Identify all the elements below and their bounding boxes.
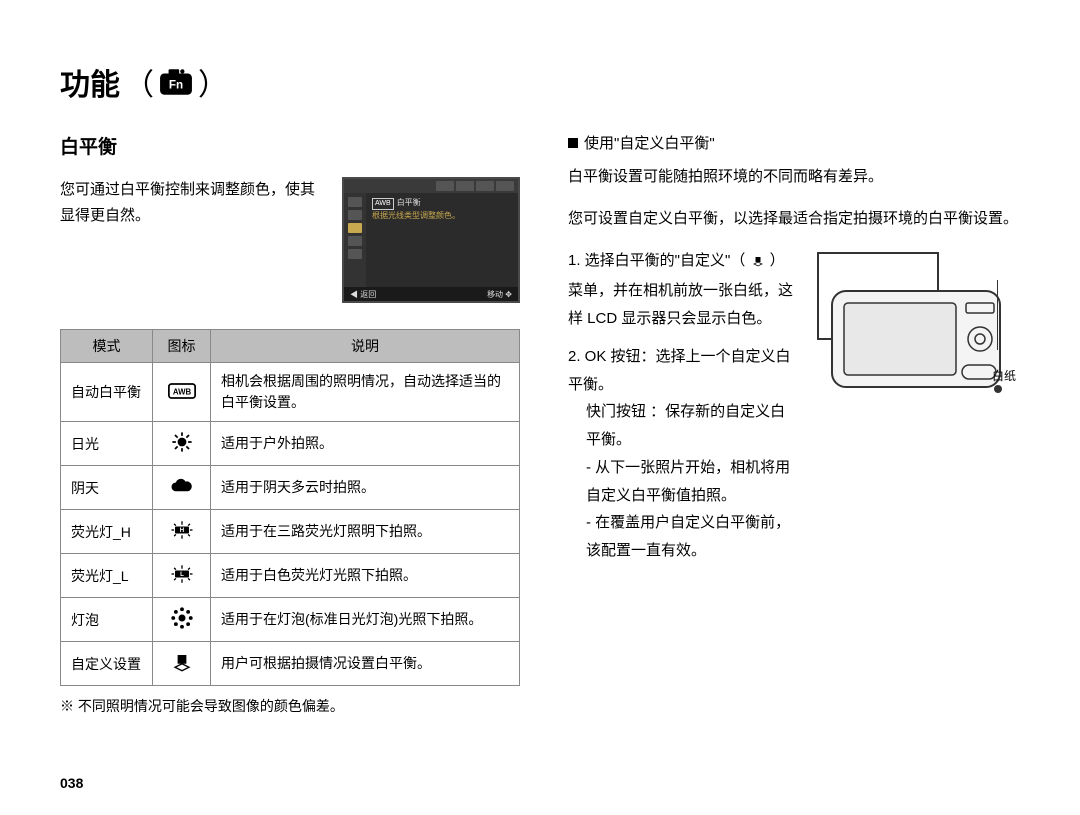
table-row: 自动白平衡相机会根据周围的照明情况，自动选择适当的白平衡设置。	[61, 363, 520, 422]
left-column: 白平衡 您可通过白平衡控制来调整颜色，使其显得更自然。 AWB白平衡 根据光线类…	[60, 132, 520, 716]
footnote: ※ 不同照明情况可能会导致图像的颜色偏差。	[60, 696, 520, 716]
sun-icon	[153, 422, 211, 466]
page-title: 功能 （ ）	[60, 60, 1020, 104]
step-2c: - 从下一张照片开始，相机将用自定义白平衡值拍照。	[568, 454, 794, 510]
desc-cell: 适用于阴天多云时拍照。	[211, 466, 520, 510]
custom-icon	[153, 642, 211, 686]
th-desc: 说明	[211, 330, 520, 363]
custom-wb-icon	[750, 250, 766, 278]
desc-cell: 适用于户外拍照。	[211, 422, 520, 466]
lcd-subtitle: 根据光线类型调整颜色。	[372, 210, 512, 221]
table-row: 自定义设置 用户可根据拍摄情况设置白平衡。	[61, 642, 520, 686]
desc-cell: 适用于白色荧光灯光照下拍照。	[211, 554, 520, 598]
desc-cell: 适用于在三路荧光灯照明下拍照。	[211, 510, 520, 554]
awb-icon	[153, 363, 211, 422]
right-p2: 您可设置自定义白平衡，以选择最适合指定拍摄环境的白平衡设置。	[568, 205, 1020, 233]
th-icon: 图标	[153, 330, 211, 363]
fn-camera-icon	[158, 69, 194, 95]
title-text: 功能	[60, 60, 120, 104]
white-balance-table: 模式 图标 说明 自动白平衡相机会根据周围的照明情况，自动选择适当的白平衡设置。…	[60, 329, 520, 686]
lcd-title: 白平衡	[397, 198, 421, 207]
lcd-back: 返回	[360, 290, 376, 299]
table-row: 荧光灯_H 适用于在三路荧光灯照明下拍照。	[61, 510, 520, 554]
bullet-square-icon	[568, 138, 578, 148]
table-row: 灯泡 适用于在灯泡(标准日光灯泡)光照下拍照。	[61, 598, 520, 642]
step-2d: - 在覆盖用户自定义白平衡前，该配置一直有效。	[568, 509, 794, 565]
camera-label: 白纸	[992, 367, 1016, 384]
step-2a: 2. OK 按钮：选择上一个自定义白平衡。	[568, 343, 794, 399]
table-row: 荧光灯_L 适用于白色荧光灯光照下拍照。	[61, 554, 520, 598]
desc-cell: 适用于在灯泡(标准日光灯泡)光照下拍照。	[211, 598, 520, 642]
fl_l-icon	[153, 554, 211, 598]
intro-text: 您可通过白平衡控制来调整颜色，使其显得更自然。	[60, 177, 328, 303]
bulb-icon	[153, 598, 211, 642]
step1-a: 1. 选择白平衡的"自定义"（	[568, 252, 745, 269]
right-heading: 使用"自定义白平衡"	[584, 132, 715, 153]
page-number: 038	[60, 775, 83, 791]
table-row: 日光 适用于户外拍照。	[61, 422, 520, 466]
lcd-move: 移动	[487, 290, 503, 299]
mode-cell: 自动白平衡	[61, 363, 153, 422]
mode-cell: 荧光灯_L	[61, 554, 153, 598]
desc-cell: 用户可根据拍摄情况设置白平衡。	[211, 642, 520, 686]
cloud-icon	[153, 466, 211, 510]
table-row: 阴天 适用于阴天多云时拍照。	[61, 466, 520, 510]
lcd-preview: AWB白平衡 根据光线类型调整颜色。 ◀ 返回 移动 ✥	[342, 177, 520, 303]
section-title: 白平衡	[60, 132, 520, 159]
camera-illustration: 白纸	[812, 247, 1020, 406]
paren-close: ）	[198, 60, 228, 104]
mode-cell: 荧光灯_H	[61, 510, 153, 554]
step-1: 1. 选择白平衡的"自定义"（ ）菜单，并在相机前放一张白纸，这样 LCD 显示…	[568, 247, 794, 333]
mode-cell: 阴天	[61, 466, 153, 510]
fl_h-icon	[153, 510, 211, 554]
mode-cell: 灯泡	[61, 598, 153, 642]
right-p1: 白平衡设置可能随拍照环境的不同而略有差异。	[568, 163, 1020, 191]
mode-cell: 自定义设置	[61, 642, 153, 686]
right-column: 使用"自定义白平衡" 白平衡设置可能随拍照环境的不同而略有差异。 您可设置自定义…	[568, 132, 1020, 716]
paren-open: （	[124, 60, 154, 104]
mode-cell: 日光	[61, 422, 153, 466]
desc-cell: 相机会根据周围的照明情况，自动选择适当的白平衡设置。	[211, 363, 520, 422]
step-2b: 快门按钮 ：保存新的自定义白平衡。	[568, 398, 794, 454]
th-mode: 模式	[61, 330, 153, 363]
